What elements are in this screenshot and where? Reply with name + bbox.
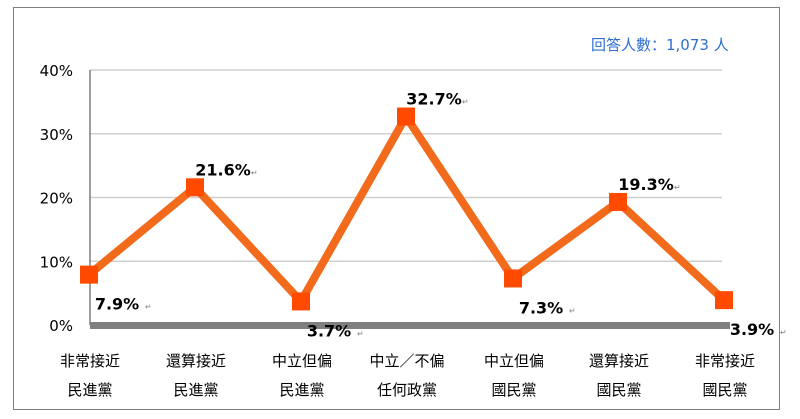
return-mark: ↵ — [780, 328, 787, 337]
x-tick-label: 國民黨 — [491, 381, 536, 399]
chart-frame — [13, 7, 780, 410]
data-label: 7.3% — [519, 298, 563, 317]
data-label: 7.9% — [95, 295, 139, 314]
x-tick-label: 國民黨 — [596, 381, 641, 399]
x-tick-label: 中立但偏 — [272, 352, 332, 370]
data-label: 21.6% — [195, 160, 251, 179]
data-point — [397, 107, 415, 126]
x-tick-label: 非常接近 — [60, 352, 120, 370]
x-tick-label: 國民黨 — [702, 381, 747, 399]
y-tick-label: 30% — [40, 126, 73, 144]
return-mark: ↵ — [674, 183, 681, 192]
data-label: 3.9% — [730, 320, 774, 339]
respondents-note: 回答人數：1,073 人 — [591, 36, 729, 54]
return-mark: ↵ — [569, 306, 576, 315]
x-tick-label: 任何政黨 — [377, 381, 437, 399]
x-tick-label: 還算接近 — [589, 352, 649, 370]
x-axis-baseline — [90, 322, 730, 329]
y-tick-label: 10% — [40, 253, 73, 271]
return-mark: ↵ — [357, 329, 364, 338]
x-tick-label: 非常接近 — [695, 352, 755, 370]
return-mark: ↵ — [145, 303, 152, 312]
data-point — [186, 178, 204, 197]
return-mark: ↵ — [251, 168, 258, 177]
data-label: 3.7% — [307, 321, 351, 340]
y-tick-label: 0% — [49, 317, 73, 335]
x-tick-label: 民進黨 — [173, 381, 218, 399]
data-point — [504, 269, 522, 288]
data-point — [292, 292, 310, 311]
x-tick-label: 中立但偏 — [484, 352, 544, 370]
y-tick-label: 40% — [40, 62, 73, 80]
data-point — [80, 265, 98, 284]
x-tick-label: 民進黨 — [67, 381, 112, 399]
x-tick-label: 中立／不偏 — [369, 352, 444, 370]
return-mark: ↵ — [462, 98, 469, 107]
x-tick-label: 民進黨 — [279, 381, 324, 399]
y-tick-label: 20% — [40, 190, 73, 208]
data-label: 32.7% — [406, 90, 462, 109]
data-point — [715, 291, 733, 310]
data-label: 19.3% — [618, 175, 674, 194]
x-tick-label: 還算接近 — [166, 352, 226, 370]
data-point — [609, 192, 627, 211]
series-line — [86, 112, 727, 306]
